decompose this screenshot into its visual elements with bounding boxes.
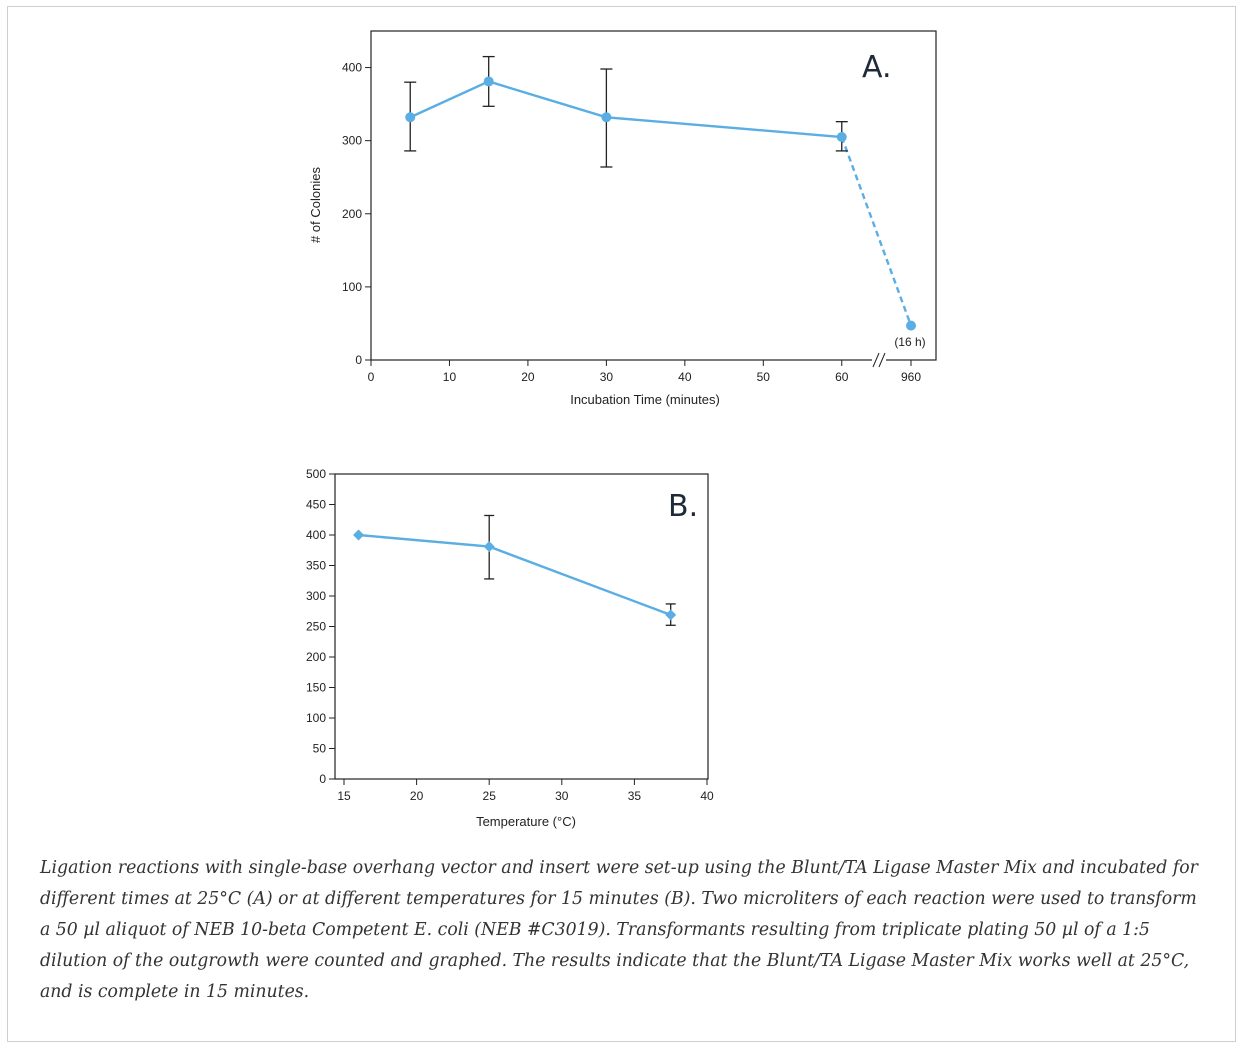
chart-b-ytick-label: 400 <box>306 528 326 542</box>
chart-b-xtick-label: 30 <box>555 789 569 803</box>
chart-a-annotation-16h: (16 h) <box>894 335 925 349</box>
chart-a-xlabel: Incubation Time (minutes) <box>570 392 720 407</box>
chart-a-axis-break-gap <box>872 356 886 364</box>
chart-a-xtick-label: 20 <box>521 370 535 384</box>
chart-a-xtick-label: 60 <box>835 370 849 384</box>
chart-a: A. Incubation Time (minutes) # of Coloni… <box>308 30 937 407</box>
chart-b-xlabel: Temperature (°C) <box>476 814 576 829</box>
chart-a-axis-break-mark <box>878 352 886 368</box>
chart-b-xtick-label: 25 <box>483 789 497 803</box>
chart-a-xtick-label: 960 <box>901 370 921 384</box>
chart-b-plot-border <box>334 473 709 780</box>
chart-a-xtick-label: 10 <box>443 370 457 384</box>
chart-a-xtick-label: 0 <box>368 370 375 384</box>
chart-b-ytick-label: 350 <box>306 559 326 573</box>
chart-a-ytick-label: 300 <box>342 134 362 148</box>
chart-a-data-point <box>601 112 612 123</box>
chart-a-ytick-label: 400 <box>342 61 362 75</box>
chart-b-xtick-label: 20 <box>410 789 424 803</box>
chart-a-ytick-label: 100 <box>342 280 362 294</box>
chart-a-series-dashed-segment <box>840 136 913 327</box>
chart-b-data-point <box>353 529 365 541</box>
chart-b-xtick-label: 40 <box>700 789 714 803</box>
chart-b-ytick-label: 200 <box>306 650 326 664</box>
chart-b-panel-label: B. <box>668 489 698 524</box>
chart-b-series-line <box>358 533 672 617</box>
chart-a-ylabel: # of Colonies <box>308 167 323 243</box>
chart-a-data-point <box>483 76 494 87</box>
chart-b-ytick-label: 100 <box>306 711 326 725</box>
chart-a-ytick-label: 0 <box>355 353 362 367</box>
chart-b-ytick-label: 250 <box>306 620 326 634</box>
chart-a-axis-break-mark <box>872 352 880 368</box>
chart-a-ytick-label: 200 <box>342 207 362 221</box>
chart-a-xtick-label: 50 <box>757 370 771 384</box>
chart-a-panel-label: A. <box>862 50 892 85</box>
chart-b-ytick-label: 450 <box>306 498 326 512</box>
chart-b-ytick-label: 500 <box>306 467 326 481</box>
chart-b-ytick-label: 0 <box>319 772 326 786</box>
chart-a-plot-border <box>370 30 937 361</box>
chart-a-xtick-label: 30 <box>600 370 614 384</box>
chart-b-xtick-label: 35 <box>628 789 642 803</box>
chart-a-data-point <box>906 320 916 331</box>
chart-b-ytick-label: 50 <box>313 742 327 756</box>
chart-a-series-line <box>409 80 842 139</box>
chart-b-ytick-label: 300 <box>306 589 326 603</box>
chart-b: B. Temperature (°C) 0 50 100 150 200 250 300 35… <box>306 467 714 829</box>
figure-frame <box>7 6 1236 1042</box>
chart-b-data-point <box>483 541 495 553</box>
chart-b-data-point <box>665 609 677 621</box>
chart-a-xtick-label: 40 <box>678 370 692 384</box>
chart-a-data-point <box>405 112 416 123</box>
chart-b-xtick-label: 15 <box>337 789 351 803</box>
chart-b-ytick-label: 150 <box>306 681 326 695</box>
figure-caption: Ligation reactions with single-base over… <box>40 858 1198 1002</box>
chart-a-data-point <box>836 132 847 143</box>
